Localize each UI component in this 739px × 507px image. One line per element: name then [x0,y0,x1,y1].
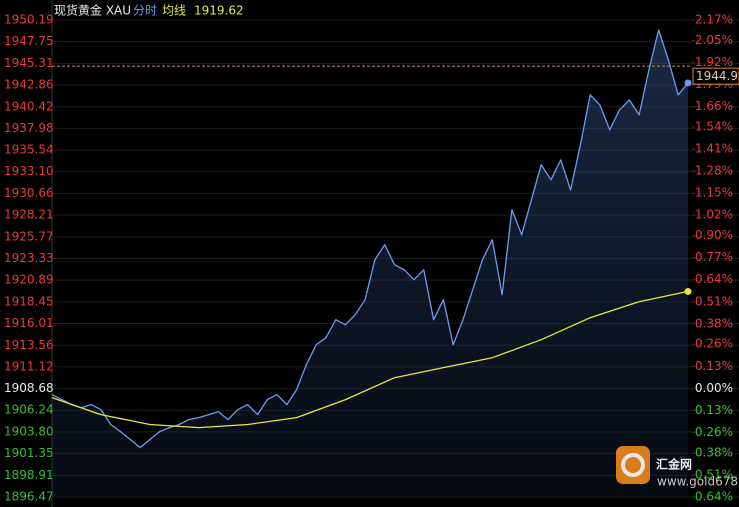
price-tag-box [692,67,739,85]
y-tick-label: 1947.75 [4,34,54,48]
y2-tick-label: 0.26% [695,337,733,351]
y-tick-label: 1913.56 [4,338,54,352]
y-tick-label: 1928.21 [4,208,54,222]
y-tick-label: 1923.33 [4,251,54,265]
y-tick-label: 1903.80 [4,424,54,438]
watermark: 汇金网 www.gold678.com [616,446,739,489]
y2-tick-label: 1.54% [695,119,733,133]
y-tick-label: 1942.86 [4,78,54,92]
y-tick-label: 1950.19 [4,13,54,27]
legend-entry: 分时 [133,4,157,18]
y-tick-label: 1940.42 [4,99,54,113]
watermark-logo-ring [621,453,645,477]
y-tick-label: 1908.68 [4,381,54,395]
y-tick-label: 1896.47 [4,490,54,504]
watermark-logo [616,446,650,484]
y-tick-label: 1937.98 [4,121,54,135]
legend-value: 1919.62 [194,4,244,18]
y-tick-label: 1945.31 [4,56,54,70]
y-tick-label: 1906.24 [4,403,54,417]
y-tick-label: 1935.54 [4,143,54,157]
y-tick-label: 1925.77 [4,229,54,243]
y2-tick-label: 1.92% [695,55,733,69]
y-tick-label: 1901.35 [4,446,54,460]
series-line [51,29,689,449]
y2-tick-label: 0.00% [695,381,733,395]
y2-tick-label: 0.64% [695,272,733,286]
y2-tick-label: 1.66% [695,99,733,113]
y2-tick-label: 1.41% [695,142,733,156]
y2-tick-label: 0.51% [695,294,733,308]
price-tag: 1944.99 [696,69,739,83]
y2-tick-label: 0.90% [695,228,733,242]
y2-tick-label: 2.17% [695,13,733,27]
price-area [52,30,688,497]
y2-tick-label: 1.15% [695,186,733,200]
y-tick-label: 1933.10 [4,164,54,178]
legend-entry: 均线 [162,4,186,18]
y-tick-label: 1918.45 [4,294,54,308]
y2-tick-label: 0.26% [695,425,733,439]
y2-tick-label: 0.51% [695,467,733,481]
y-tick-label: 1930.66 [4,186,54,200]
y2-tick-label: 1.02% [695,208,733,222]
last-point [684,287,692,295]
last-point [684,79,692,87]
watermark-name: 汇金网 [656,457,692,472]
y2-tick-label: 0.38% [695,445,733,459]
y-tick-label: 1911.12 [4,359,54,373]
watermark-url: www.gold678.com [657,475,739,489]
chart-title: 现货黄金 XAU [54,3,131,18]
y2-tick-label: 0.77% [695,250,733,264]
y-tick-label: 1898.91 [4,468,54,482]
y2-tick-label: 0.13% [695,359,733,373]
y2-tick-label: 0.64% [695,490,733,504]
y2-tick-label: 2.05% [695,33,733,47]
series-line [51,290,689,429]
y2-tick-label: 0.38% [695,316,733,330]
y2-tick-label: 0.13% [695,403,733,417]
y-tick-label: 1916.01 [4,316,54,330]
y2-tick-label: 1.28% [695,164,733,178]
y-tick-label: 1920.89 [4,273,54,287]
